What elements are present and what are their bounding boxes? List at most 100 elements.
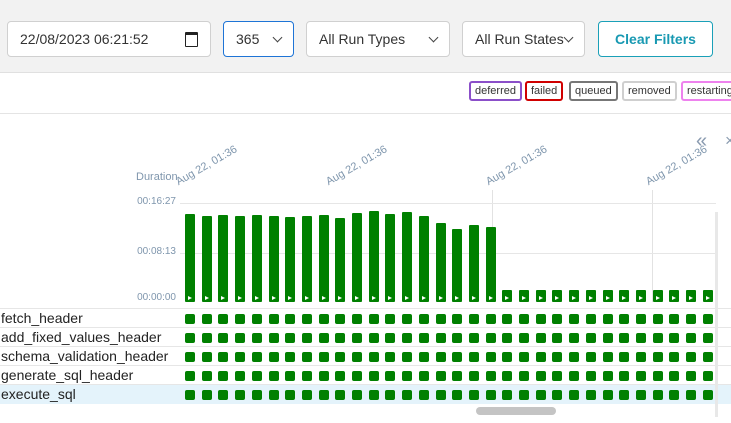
task-instance-cell[interactable] [268,390,279,400]
task-instance-cell[interactable] [669,333,680,343]
task-instance-cell[interactable] [251,371,262,381]
close-icon[interactable]: × [725,131,731,150]
task-instance-cell[interactable] [452,390,463,400]
task-instance-cell[interactable] [619,390,630,400]
task-instance-cell[interactable] [268,333,279,343]
task-instance-cell[interactable] [201,333,212,343]
task-instance-cell[interactable] [185,314,195,324]
duration-bar[interactable] [235,215,246,302]
task-instance-cell[interactable] [652,390,663,400]
task-instance-cell[interactable] [285,314,296,324]
calendar-icon[interactable] [185,32,198,47]
task-instance-cell[interactable] [301,314,312,324]
task-instance-cell[interactable] [552,371,563,381]
task-instance-cell[interactable] [318,371,329,381]
task-instance-cell[interactable] [519,371,529,381]
task-instance-cell[interactable] [485,314,496,324]
task-instance-cell[interactable] [519,390,529,400]
task-instance-cell[interactable] [201,314,212,324]
task-instance-cell[interactable] [301,371,312,381]
task-row[interactable]: add_fixed_values_header [0,327,731,347]
task-instance-cell[interactable] [385,371,396,381]
task-instance-cell[interactable] [418,333,429,343]
task-instance-cell[interactable] [402,333,413,343]
task-instance-cell[interactable] [435,333,446,343]
task-instance-cell[interactable] [468,352,479,362]
task-name[interactable]: schema_validation_header [1,348,169,364]
duration-bar[interactable] [452,229,463,302]
task-instance-cell[interactable] [185,352,195,362]
task-instance-cell[interactable] [318,390,329,400]
task-instance-cell[interactable] [485,352,496,362]
task-instance-cell[interactable] [669,371,680,381]
duration-bar[interactable] [301,215,312,302]
legend-item-deferred[interactable]: deferred [469,81,522,101]
legend-item-restarting[interactable]: restarting [681,81,731,101]
task-instance-cell[interactable] [218,390,229,400]
task-instance-cell[interactable] [452,333,463,343]
task-instance-cell[interactable] [619,314,630,324]
task-instance-cell[interactable] [702,333,713,343]
legend-item-queued[interactable]: queued [569,81,618,101]
task-instance-cell[interactable] [452,314,463,324]
task-row[interactable]: schema_validation_header [0,346,731,366]
task-instance-cell[interactable] [268,352,279,362]
task-instance-cell[interactable] [301,333,312,343]
task-instance-cell[interactable] [552,314,563,324]
task-instance-cell[interactable] [251,390,262,400]
task-instance-cell[interactable] [485,371,496,381]
task-instance-cell[interactable] [368,352,379,362]
task-instance-cell[interactable] [702,352,713,362]
task-instance-cell[interactable] [686,333,696,343]
task-instance-cell[interactable] [235,390,246,400]
task-instance-cell[interactable] [702,314,713,324]
task-instance-cell[interactable] [335,390,346,400]
task-instance-cell[interactable] [201,390,212,400]
task-instance-cell[interactable] [652,371,663,381]
task-instance-cell[interactable] [519,333,529,343]
task-instance-cell[interactable] [669,314,680,324]
run-type-select[interactable]: All Run Types [306,21,450,57]
task-instance-cell[interactable] [368,314,379,324]
task-instance-cell[interactable] [235,352,246,362]
task-instance-cell[interactable] [235,333,246,343]
collapse-icon[interactable]: « [696,130,708,152]
task-instance-cell[interactable] [652,333,663,343]
task-instance-cell[interactable] [468,390,479,400]
task-instance-cell[interactable] [435,390,446,400]
task-instance-cell[interactable] [285,352,296,362]
task-instance-cell[interactable] [268,371,279,381]
task-instance-cell[interactable] [552,352,563,362]
clear-filters-button[interactable]: Clear Filters [598,21,713,57]
task-instance-cell[interactable] [435,371,446,381]
task-instance-cell[interactable] [569,314,580,324]
duration-bar[interactable] [552,290,563,302]
duration-bar[interactable] [585,290,596,302]
task-instance-cell[interactable] [385,352,396,362]
task-instance-cell[interactable] [602,314,613,324]
task-instance-cell[interactable] [352,371,362,381]
task-instance-cell[interactable] [318,314,329,324]
task-instance-cell[interactable] [635,352,646,362]
task-instance-cell[interactable] [585,371,596,381]
task-instance-cell[interactable] [218,314,229,324]
duration-bar[interactable] [268,215,279,302]
task-instance-cell[interactable] [201,371,212,381]
task-instance-cell[interactable] [569,390,580,400]
task-instance-cell[interactable] [686,314,696,324]
task-instance-cell[interactable] [318,352,329,362]
task-instance-cell[interactable] [368,390,379,400]
task-name[interactable]: execute_sql [1,386,76,402]
task-instance-cell[interactable] [218,352,229,362]
task-instance-cell[interactable] [301,352,312,362]
task-instance-cell[interactable] [301,390,312,400]
task-instance-cell[interactable] [385,333,396,343]
task-instance-cell[interactable] [502,333,513,343]
task-instance-cell[interactable] [669,352,680,362]
task-instance-cell[interactable] [418,371,429,381]
duration-bar[interactable] [368,210,379,302]
task-instance-cell[interactable] [352,390,362,400]
duration-bar[interactable] [619,290,630,302]
duration-bar[interactable] [535,290,546,302]
task-instance-cell[interactable] [686,371,696,381]
